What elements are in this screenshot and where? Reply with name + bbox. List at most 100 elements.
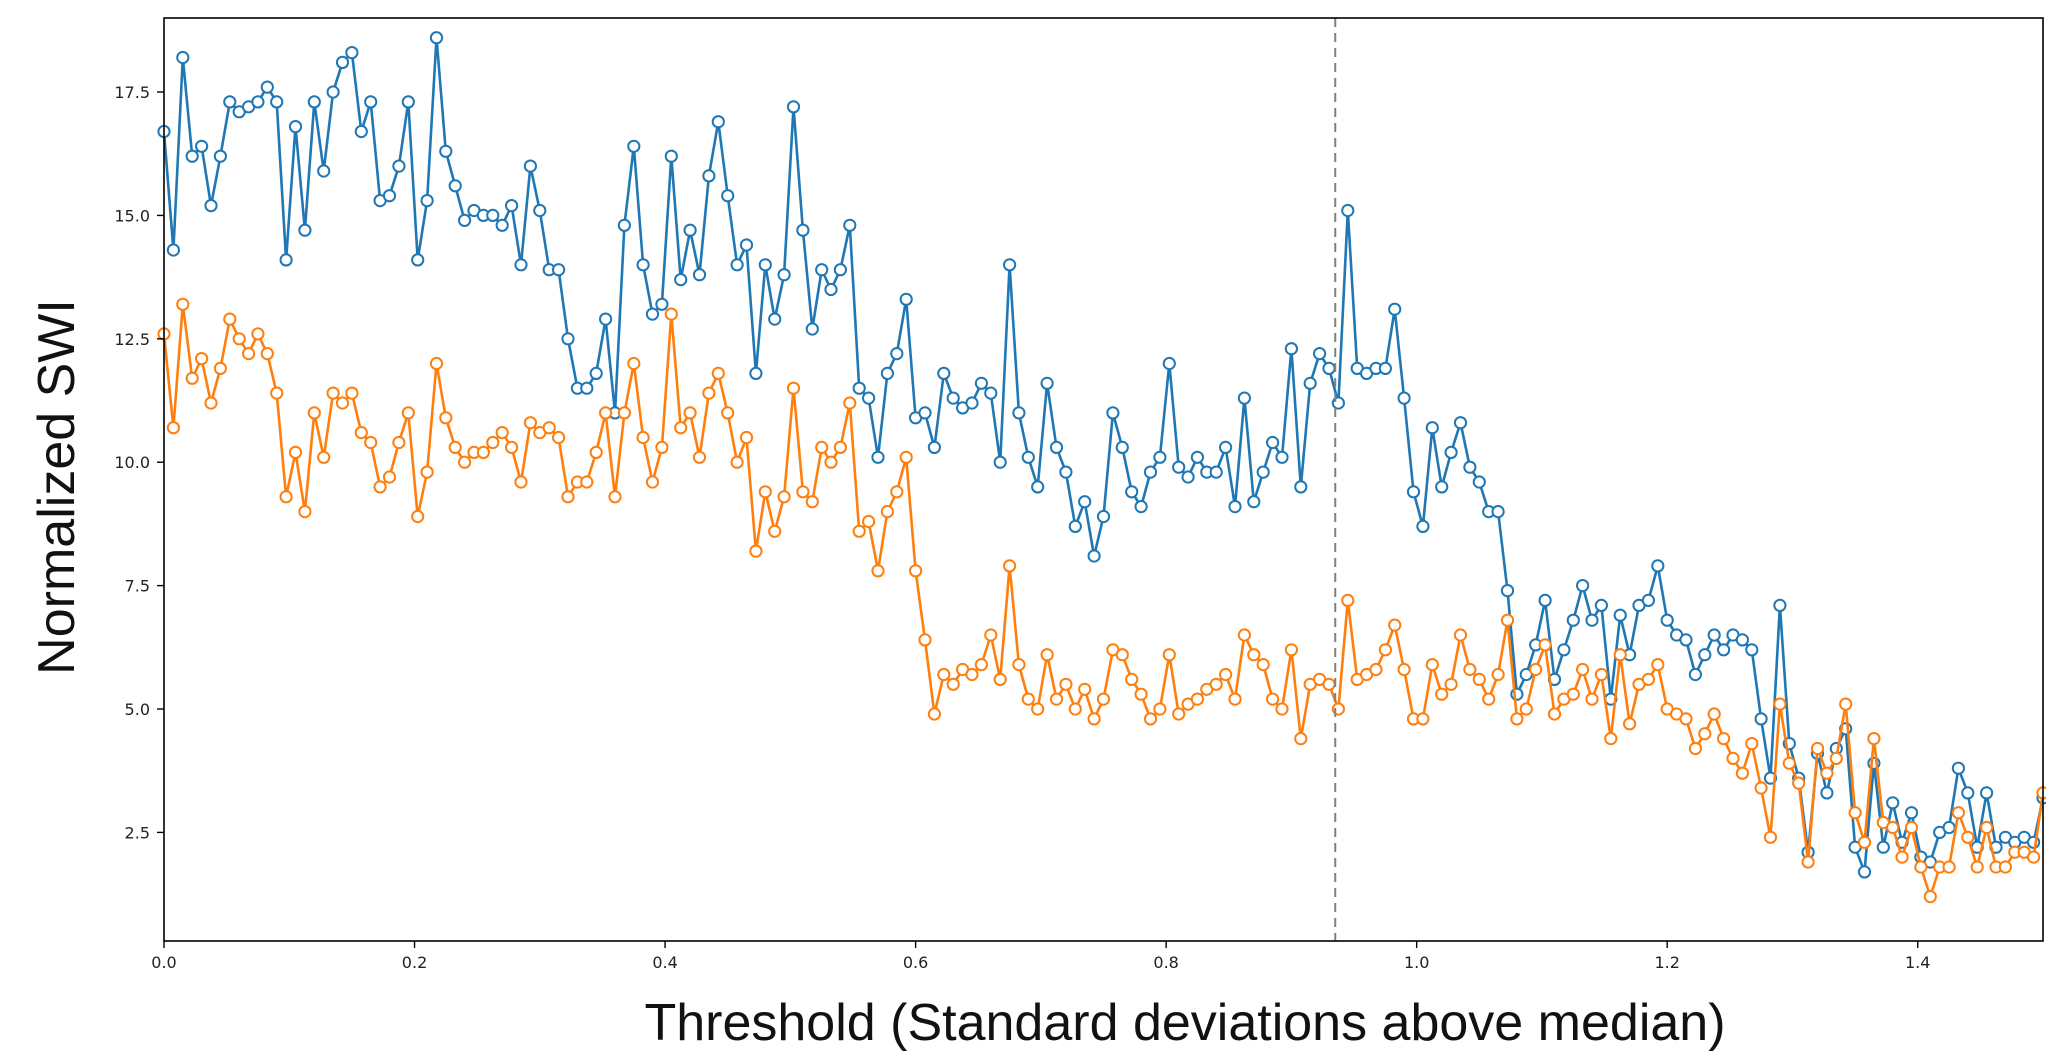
series-1-point (1003, 258, 1017, 272)
series-1-point (523, 159, 538, 173)
series-1-point (317, 164, 331, 178)
series-1-point (890, 347, 904, 361)
series-2-point (223, 312, 237, 326)
series-1-point (495, 218, 509, 232)
series-2-point (1059, 677, 1073, 691)
series-1-point (420, 194, 434, 208)
series-2-point (1425, 658, 1439, 672)
series-1-point (1021, 450, 1035, 464)
series-1-point (166, 243, 180, 257)
series-2 (157, 297, 2046, 904)
series-2-point (439, 411, 453, 425)
series-2-point (786, 381, 801, 395)
series-2-point (429, 356, 444, 371)
series-2-point (1500, 613, 1515, 627)
series-2-point (1519, 702, 1533, 716)
series-1 (157, 31, 2046, 879)
series-1-point (1209, 465, 1223, 479)
series-2-point (185, 371, 199, 385)
series-2-point (317, 450, 331, 464)
x-axis: 0.0 0.2 0.4 0.6 0.8 1.0 1.2 1.4 (151, 941, 1930, 972)
series-2-point (1416, 712, 1430, 726)
x-tick-label: 0.6 (903, 953, 928, 972)
series-2-point (1829, 751, 1843, 766)
series-2-point (1003, 559, 1017, 573)
series-1-point (880, 366, 895, 380)
series-1-point (1134, 500, 1148, 514)
series-2-point (1810, 741, 1825, 756)
series-2-point (1980, 820, 1994, 835)
series-1-point (702, 169, 716, 183)
series-1-point (561, 332, 575, 346)
series-1-point (655, 297, 669, 311)
x-axis-title: Threshold (Standard deviations above med… (644, 994, 1725, 1052)
series-2-point (1369, 662, 1383, 677)
series-1-point (1594, 598, 1609, 613)
series-1-point (1566, 613, 1580, 627)
series-2-point (880, 505, 895, 519)
series-1-point (965, 396, 979, 410)
series-2-point (1679, 712, 1693, 726)
series-1-point (749, 366, 763, 380)
series-1-point (899, 292, 913, 306)
series-2-point (1049, 692, 1064, 706)
series-1-point (1247, 495, 1261, 509)
series-2-point (1970, 860, 1984, 874)
series-2-point (1219, 667, 1233, 682)
series-2-point (345, 386, 359, 400)
series-1-point (1500, 584, 1515, 598)
series-2-point (627, 356, 641, 371)
x-tick-label: 1.4 (1905, 953, 1930, 972)
series-2-point (683, 406, 697, 420)
series-1-point (1660, 613, 1674, 627)
series-2-point (815, 440, 829, 454)
series-1-point (1294, 480, 1308, 494)
series-1-point (1266, 435, 1280, 450)
y-tick-label: 12.5 (114, 330, 150, 349)
series-2-point (1040, 648, 1054, 662)
series-2-point (843, 396, 857, 410)
series-1-point (1313, 347, 1327, 361)
series-2-point (1651, 658, 1665, 672)
series-2-point (1341, 593, 1355, 608)
series-2-point (608, 490, 622, 504)
series-2-point (1322, 677, 1336, 691)
y-tick-label: 17.5 (114, 83, 150, 102)
series-2-point (1698, 727, 1712, 741)
series-2-point (542, 421, 556, 435)
series-2-point (1594, 667, 1609, 682)
y-tick-label: 2.5 (125, 823, 150, 842)
series-2-point (1294, 732, 1308, 746)
series-1-point (927, 440, 942, 454)
series-2-point (288, 445, 303, 459)
series-1-point (1256, 465, 1270, 479)
series-1-point (1435, 480, 1449, 494)
series-1-point (1096, 509, 1111, 524)
series-2-point (232, 332, 246, 346)
series-1-point (1012, 406, 1026, 420)
series-2-point (1717, 732, 1731, 746)
series-2-point (1745, 737, 1759, 751)
series-1-point (411, 253, 425, 267)
series-2-point (458, 455, 472, 469)
series-2-point (1078, 682, 1092, 696)
series-1-point (1745, 643, 1759, 657)
x-tick-label: 1.0 (1404, 953, 1429, 972)
series-2-point (965, 667, 979, 682)
series-1-point (815, 263, 829, 277)
series-1-point (636, 258, 650, 272)
series-1-point (1491, 505, 1505, 519)
series-2-point (730, 455, 744, 469)
series-1-point (458, 213, 472, 227)
series-1-point (1773, 598, 1787, 613)
series-2-point (1886, 820, 1900, 835)
series-2-point (1190, 692, 1205, 706)
y-tick-label: 5.0 (125, 700, 150, 719)
series-1-point (1153, 450, 1167, 464)
y-axis-title: Normalized SWI (28, 299, 86, 675)
series-2-point (1453, 628, 1468, 642)
series-2-point (1143, 712, 1158, 726)
series-1-point (1904, 806, 1919, 820)
series-1-point (974, 376, 989, 390)
series-2-point (871, 564, 885, 578)
